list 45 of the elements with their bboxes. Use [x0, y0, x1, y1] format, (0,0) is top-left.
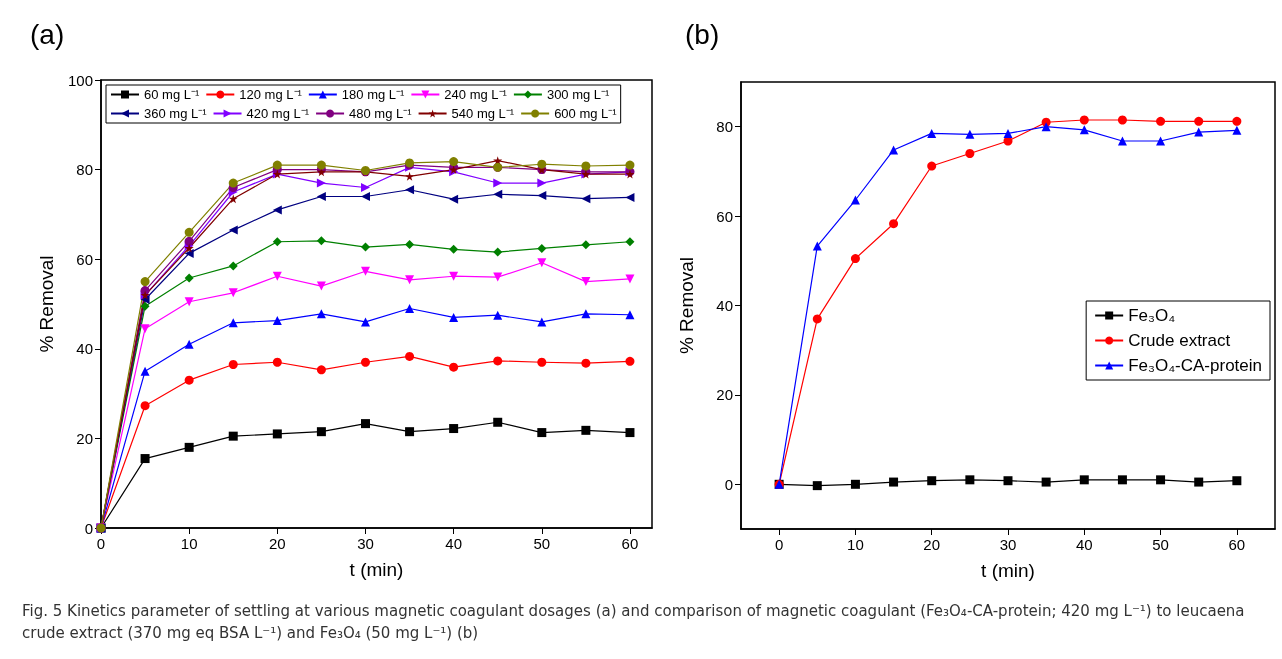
legend-label: 120 mg L⁻¹: [239, 87, 303, 102]
y-tick-label: 100: [67, 71, 93, 89]
x-tick-label: 30: [999, 536, 1017, 553]
chart-title: (b): [685, 18, 720, 50]
legend-label: 480 mg L⁻¹: [349, 106, 413, 121]
x-tick-label: 60: [621, 535, 639, 552]
legend-label: Fe₃O₄-CA-protein: [1128, 356, 1262, 375]
y-axis-title: % Removal: [676, 256, 697, 355]
legend-label: Fe₃O₄: [1128, 306, 1176, 325]
y-tick-label: 40: [76, 340, 93, 358]
y-tick-label: 0: [724, 475, 733, 493]
x-tick-label: 10: [180, 535, 198, 552]
y-axis-title: % Removal: [36, 255, 57, 353]
legend-label: 300 mg L⁻¹: [546, 87, 611, 102]
legend-label: Crude extract: [1128, 331, 1231, 350]
y-tick-label: 20: [76, 429, 93, 447]
y-tick-label: 80: [76, 161, 93, 179]
x-tick-label: 40: [445, 535, 462, 552]
x-tick-label: 20: [923, 536, 941, 553]
legend-label: 240 mg L⁻¹: [444, 87, 508, 102]
x-tick-label: 0: [96, 535, 106, 552]
y-tick-label: 80: [716, 118, 733, 136]
chart-title: (a): [30, 18, 65, 50]
y-tick-label: 0: [84, 519, 93, 537]
legend-label: 360 mg L⁻¹: [144, 106, 208, 121]
x-tick-label: 30: [357, 535, 374, 552]
y-tick-label: 60: [716, 207, 733, 225]
legend-label: 540 mg L⁻¹: [451, 106, 515, 121]
x-tick-label: 10: [847, 536, 864, 553]
x-tick-label: 0: [774, 536, 784, 553]
y-tick-label: 60: [76, 250, 93, 268]
x-tick-label: 50: [1152, 536, 1169, 553]
y-tick-label: 40: [716, 297, 733, 314]
legend-label: 420 mg L⁻¹: [246, 106, 310, 121]
x-tick-label: 60: [1228, 536, 1246, 553]
caption: Fig. 5 Kinetics parameter of settling at various magnetic coagulant dosages (a) and comparison of magnetic coagulant (Fe₃O₄-CA-protein; 420 mg L⁻¹) to leucaena crude extract (370 mg eq BSA L⁻¹) and Fe₃O₄ (50 mg L⁻¹) (b): [22, 601, 1246, 644]
legend-label: 180 mg L⁻¹: [341, 87, 406, 102]
y-tick-label: 20: [716, 386, 733, 404]
x-tick-label: 20: [268, 535, 286, 552]
legend-label: 600 mg L⁻¹: [554, 106, 618, 121]
x-tick-label: 50: [533, 535, 551, 552]
legend-label: 60 mg L⁻¹: [144, 87, 200, 102]
x-axis-title: t (min): [981, 560, 1035, 581]
x-tick-label: 40: [1075, 536, 1093, 553]
x-axis-title: t (min): [349, 559, 404, 580]
